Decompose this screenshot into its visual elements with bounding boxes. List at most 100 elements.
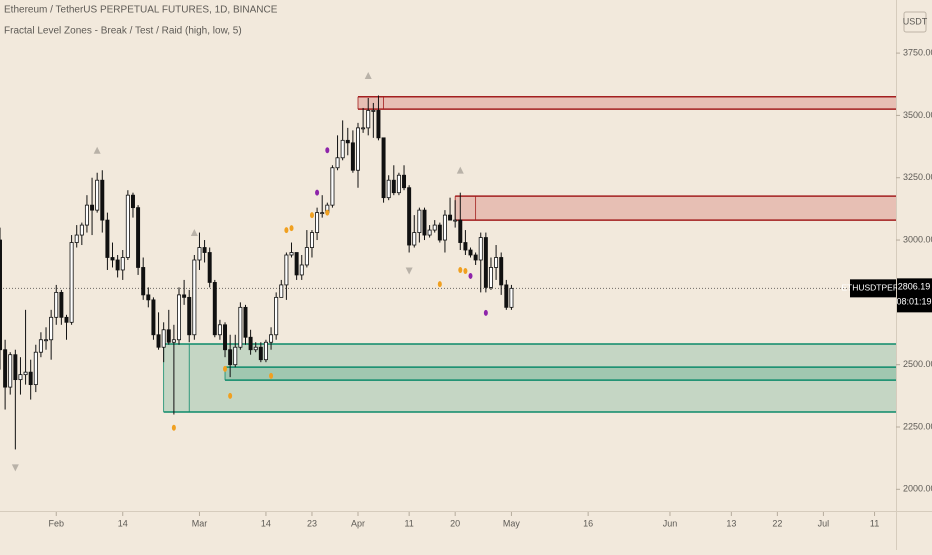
x-tick-label: 14 <box>261 518 271 528</box>
candle-body <box>171 339 176 343</box>
candle-body <box>161 329 166 348</box>
y-tick-label: 3250.00 <box>903 172 932 182</box>
fractal-high <box>190 229 198 236</box>
candle-body <box>69 242 74 323</box>
candle-body <box>356 127 360 171</box>
candle-body <box>95 179 100 211</box>
y-tick-label: 3750.00 <box>903 47 932 57</box>
fractal-low <box>405 267 413 275</box>
candle-body <box>217 324 222 336</box>
symbol-label: ETHUSDTPERP <box>841 283 905 293</box>
candle-body <box>228 349 233 366</box>
candle-body <box>468 249 473 256</box>
y-tick-label: 3000.00 <box>903 234 932 244</box>
candle-body <box>448 214 453 221</box>
candle-body <box>504 284 509 308</box>
signal-dot <box>463 267 468 274</box>
candle-body <box>54 291 59 318</box>
candle-body <box>345 139 350 144</box>
currency: USDT <box>903 16 928 26</box>
candle-body <box>335 157 340 169</box>
price-label-box <box>897 278 932 313</box>
candle-body <box>156 334 161 348</box>
symbol-label-box <box>850 279 896 298</box>
countdown-label: 08:01:19 <box>896 297 931 307</box>
plot-area <box>0 71 896 472</box>
y-tick-label: 2500.00 <box>903 359 932 369</box>
signal-dot <box>284 227 289 234</box>
candle-body <box>366 110 371 129</box>
candle-body <box>376 110 381 139</box>
candle-body <box>74 234 79 243</box>
candle-body <box>284 254 289 286</box>
candle-body <box>253 346 258 351</box>
candle-body <box>315 212 320 233</box>
candle-body <box>64 316 69 323</box>
candle-body <box>23 371 28 376</box>
candle-body <box>146 294 151 301</box>
candle-body <box>274 296 279 336</box>
x-tick-label: 11 <box>404 518 413 528</box>
chart-title: Ethereum / TetherUS PERPETUAL FUTURES, 1… <box>4 5 278 16</box>
candle-body <box>13 354 18 381</box>
signal-dot <box>483 309 488 316</box>
candle-body <box>130 194 135 209</box>
candle-body <box>100 179 105 221</box>
candle-body <box>494 257 499 268</box>
candle-body <box>197 247 202 261</box>
candle-body <box>402 174 407 189</box>
candle-body <box>136 207 141 268</box>
candle-body <box>499 257 504 286</box>
candle-body <box>330 167 335 206</box>
signal-dot <box>437 281 442 288</box>
zone <box>455 196 896 221</box>
candle-body <box>182 294 187 298</box>
candle-body <box>115 259 120 271</box>
x-tick-label: 22 <box>772 518 782 528</box>
y-tick-label: 3500.00 <box>903 110 932 120</box>
fractal-high <box>364 71 372 79</box>
x-tick-label: Jul <box>818 518 830 528</box>
zone <box>163 343 896 413</box>
candle-body <box>269 334 274 343</box>
candle-body <box>442 214 447 241</box>
candle-body <box>453 219 458 222</box>
x-tick-label: 16 <box>583 518 593 528</box>
x-tick-label: 11 <box>870 518 879 528</box>
candle-body <box>340 139 345 159</box>
zone <box>225 367 896 381</box>
candle-body <box>238 306 243 348</box>
candle-body <box>320 212 325 215</box>
candle-body <box>386 179 391 199</box>
candle-body <box>294 252 299 276</box>
candle-body <box>350 142 355 171</box>
x-tick-label: 23 <box>307 518 317 528</box>
candle-body <box>0 239 2 351</box>
indicator-title: Fractal Level Zones - Break / Test / Rai… <box>4 26 242 37</box>
candle-body <box>59 291 64 318</box>
candle-body <box>427 229 432 236</box>
candle-body <box>192 259 197 336</box>
candle-body <box>478 237 483 261</box>
y-tick-label: 2000.00 <box>903 484 932 494</box>
zone <box>358 96 896 110</box>
candle-body <box>299 264 304 276</box>
candle-body <box>263 341 268 361</box>
candle-body <box>90 204 95 211</box>
y-tick-label: 2250.00 <box>903 421 932 431</box>
candle-body <box>381 137 386 199</box>
candle-body <box>187 296 192 336</box>
candle-body <box>243 306 248 338</box>
candle-body <box>151 299 156 336</box>
candle-body <box>233 346 238 366</box>
candle-body <box>509 287 514 308</box>
x-tick-label: 13 <box>726 518 736 528</box>
currency-box[interactable] <box>903 11 927 33</box>
candle-body <box>437 224 442 241</box>
candle-body <box>258 346 263 361</box>
signal-dot <box>325 209 330 216</box>
x-tick-label: 20 <box>450 518 460 528</box>
candle-body <box>18 374 23 381</box>
signal-dot <box>468 272 473 279</box>
